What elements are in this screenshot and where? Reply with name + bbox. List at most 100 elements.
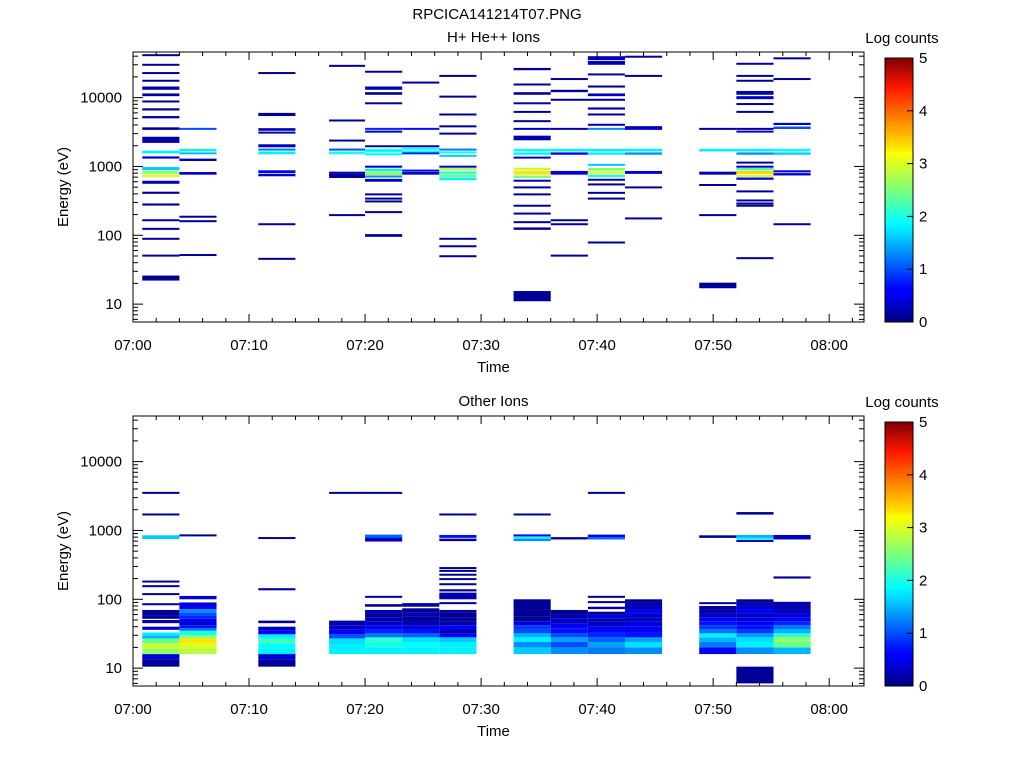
spectrogram-cell: [365, 148, 403, 153]
colorbar-tick-label: 4: [919, 467, 927, 484]
spectrogram-cell: [329, 139, 366, 142]
spectrogram-cell: [142, 620, 180, 624]
y-tick-label: 10: [105, 660, 122, 677]
spectrogram-cell: [736, 666, 774, 684]
spectrogram-cell: [587, 93, 625, 97]
spectrogram-cell: [624, 637, 663, 642]
spectrogram-cell: [736, 152, 774, 155]
colorbar-tick-label: 5: [919, 414, 927, 431]
spectrogram-cell: [624, 617, 663, 622]
spectrogram-cell: [699, 625, 737, 630]
spectrogram-cell: [513, 538, 551, 542]
spectrogram-cell: [365, 92, 403, 95]
spectrogram-cell: [513, 212, 551, 215]
colorbar-tick-label: 2: [919, 572, 927, 589]
spectrogram-cell: [365, 175, 403, 178]
spectrogram-cell: [258, 634, 296, 639]
spectrogram-cell: [329, 64, 366, 67]
spectrogram-cell: [179, 172, 217, 175]
spectrogram-cell: [439, 132, 477, 135]
spectrogram-cell: [402, 620, 440, 626]
spectrogram-cell: [550, 89, 588, 93]
spectrogram-cell: [587, 178, 625, 181]
spectrogram-cell: [736, 257, 774, 260]
spectrogram-cell: [699, 535, 737, 538]
spectrogram-cell: [587, 537, 625, 540]
spectrogram-cell: [587, 191, 625, 194]
x-tick-label: 07:20: [346, 701, 384, 718]
spectrogram-cell: [258, 223, 296, 226]
spectrogram-cell: [773, 629, 811, 634]
spectrogram-cell: [329, 620, 366, 626]
spectrogram-cell: [258, 654, 296, 660]
spectrogram-cell: [142, 63, 180, 66]
spectrogram-cell: [587, 107, 625, 110]
spectrogram-cell: [736, 130, 774, 133]
spectrogram-cell: [365, 539, 403, 542]
spectrogram-cell: [736, 90, 774, 95]
spectrogram-cell: [329, 629, 366, 635]
spectrogram-cell: [402, 629, 440, 634]
x-tick-label: 07:40: [578, 337, 616, 354]
spectrogram-cell: [142, 237, 180, 240]
spectrogram-cell: [587, 148, 625, 152]
spectrogram-cell: [402, 127, 440, 130]
spectrogram-cell: [587, 85, 625, 88]
spectrogram-cell: [736, 110, 774, 113]
spectrogram-cell: [624, 621, 663, 627]
spectrogram-cell: [587, 241, 625, 244]
spectrogram-cell: [513, 204, 551, 207]
spectrogram-cell: [773, 621, 811, 626]
spectrogram-cell: [365, 197, 403, 200]
spectrogram-cell: [550, 614, 588, 619]
spectrogram-cell: [513, 67, 551, 71]
spectrogram-cell: [624, 605, 663, 610]
spectrogram-cell: [550, 148, 588, 152]
spectrogram-cell: [587, 606, 625, 610]
spectrogram-cell: [513, 179, 551, 182]
spectrogram-cell: [736, 609, 774, 614]
spectrogram-cell: [439, 95, 477, 98]
spectrogram-cell: [439, 637, 477, 642]
spectrogram-cell: [258, 128, 296, 131]
spectrogram-cell: [550, 78, 588, 81]
spectrogram-cell: [699, 613, 737, 618]
spectrogram-cell: [142, 93, 180, 97]
y-tick-label: 100: [97, 227, 122, 244]
spectrogram-cell: [365, 617, 403, 622]
x-tick-label: 08:00: [810, 337, 848, 354]
spectrogram-cell: [402, 612, 440, 617]
spectrogram-cell: [329, 119, 366, 122]
spectrogram-cell: [513, 609, 551, 617]
colorbar-tick-label: 4: [919, 103, 927, 120]
spectrogram-cell: [142, 156, 180, 159]
spectrogram-cell: [439, 633, 477, 638]
spectrogram-cell: [365, 234, 403, 237]
spectrogram-cell: [142, 513, 180, 516]
spectrogram-cell: [179, 648, 217, 655]
spectrogram-cell: [773, 576, 811, 579]
spectrogram-cell: [258, 648, 296, 655]
y-axis-label: Energy (eV): [55, 147, 72, 227]
spectrogram-cell: [402, 633, 440, 638]
spectrogram-cell: [365, 629, 403, 634]
spectrogram-cell: [179, 605, 217, 610]
spectrogram-cell: [587, 113, 625, 116]
spectrogram-cell: [179, 595, 217, 600]
spectrogram-cell: [587, 167, 625, 171]
y-axis-label: Energy (eV): [55, 511, 72, 591]
spectrogram-cell: [736, 190, 774, 193]
x-tick-label: 07:10: [230, 337, 268, 354]
spectrogram-cell: [439, 589, 477, 592]
x-axis-label: Time: [477, 723, 510, 740]
spectrogram-cell: [142, 116, 180, 119]
spectrogram-cell: [439, 602, 477, 605]
spectrogram-cell: [587, 491, 625, 494]
spectrogram-cell: [624, 186, 663, 189]
spectrogram-cell: [402, 169, 440, 172]
spectrogram-cell: [258, 72, 296, 75]
spectrogram-cell: [142, 635, 180, 639]
spectrogram-cell: [624, 613, 663, 618]
spectrogram-cell: [513, 629, 551, 634]
